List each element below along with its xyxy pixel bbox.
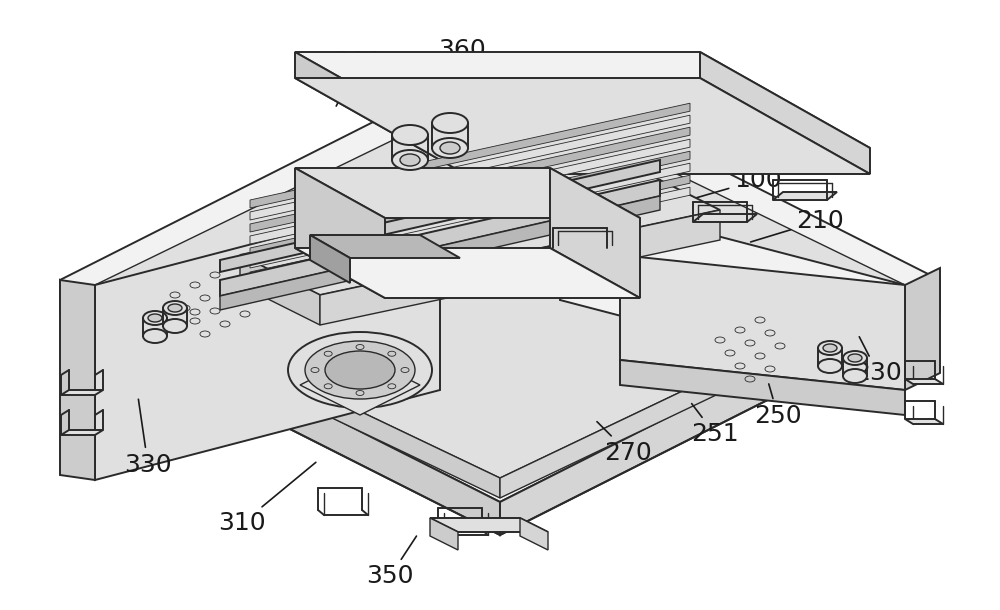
Polygon shape bbox=[550, 168, 640, 298]
Ellipse shape bbox=[843, 369, 867, 383]
Ellipse shape bbox=[818, 341, 842, 355]
Ellipse shape bbox=[325, 351, 395, 389]
Polygon shape bbox=[553, 240, 617, 248]
Ellipse shape bbox=[440, 142, 460, 154]
Polygon shape bbox=[560, 195, 905, 390]
Polygon shape bbox=[295, 78, 870, 174]
Ellipse shape bbox=[163, 301, 187, 315]
Ellipse shape bbox=[305, 341, 415, 399]
Polygon shape bbox=[310, 235, 460, 258]
Polygon shape bbox=[95, 88, 905, 478]
Polygon shape bbox=[95, 285, 500, 498]
Polygon shape bbox=[310, 235, 350, 283]
Polygon shape bbox=[240, 170, 720, 295]
Polygon shape bbox=[905, 379, 943, 384]
Polygon shape bbox=[60, 280, 95, 480]
Text: 100: 100 bbox=[683, 168, 782, 202]
Polygon shape bbox=[430, 518, 548, 532]
Text: 270: 270 bbox=[597, 422, 652, 465]
Polygon shape bbox=[240, 255, 320, 325]
Ellipse shape bbox=[163, 319, 187, 333]
Polygon shape bbox=[250, 163, 690, 268]
Ellipse shape bbox=[392, 150, 428, 170]
Polygon shape bbox=[295, 52, 870, 148]
Ellipse shape bbox=[843, 351, 867, 365]
Ellipse shape bbox=[143, 329, 167, 343]
Polygon shape bbox=[620, 360, 905, 415]
Polygon shape bbox=[250, 187, 690, 292]
Polygon shape bbox=[430, 518, 458, 550]
Ellipse shape bbox=[848, 354, 862, 362]
Polygon shape bbox=[693, 214, 757, 222]
Polygon shape bbox=[61, 430, 103, 435]
Ellipse shape bbox=[400, 154, 420, 166]
Polygon shape bbox=[500, 280, 940, 535]
Polygon shape bbox=[250, 127, 690, 232]
Polygon shape bbox=[250, 151, 690, 256]
Polygon shape bbox=[320, 210, 720, 325]
Ellipse shape bbox=[143, 311, 167, 325]
Polygon shape bbox=[905, 268, 940, 390]
Text: 330: 330 bbox=[124, 400, 172, 477]
Ellipse shape bbox=[432, 113, 468, 133]
Text: 350: 350 bbox=[366, 536, 416, 589]
Text: 210: 210 bbox=[751, 209, 844, 242]
Text: 250: 250 bbox=[754, 384, 802, 428]
Polygon shape bbox=[250, 175, 690, 280]
Text: 310: 310 bbox=[218, 462, 316, 536]
Ellipse shape bbox=[148, 314, 162, 322]
Text: 251: 251 bbox=[691, 404, 739, 447]
Ellipse shape bbox=[288, 332, 432, 408]
Ellipse shape bbox=[432, 138, 468, 158]
Text: 360: 360 bbox=[438, 38, 486, 84]
Polygon shape bbox=[500, 285, 905, 498]
Polygon shape bbox=[773, 192, 837, 200]
Polygon shape bbox=[220, 196, 660, 310]
Ellipse shape bbox=[823, 344, 837, 352]
Polygon shape bbox=[95, 195, 440, 480]
Polygon shape bbox=[295, 248, 640, 298]
Polygon shape bbox=[295, 52, 465, 174]
Polygon shape bbox=[300, 355, 420, 415]
Text: 380: 380 bbox=[334, 50, 382, 106]
Polygon shape bbox=[295, 168, 385, 298]
Polygon shape bbox=[250, 103, 690, 208]
Polygon shape bbox=[250, 115, 690, 220]
Polygon shape bbox=[250, 139, 690, 244]
Ellipse shape bbox=[392, 125, 428, 145]
Ellipse shape bbox=[818, 359, 842, 373]
Polygon shape bbox=[620, 255, 905, 390]
Polygon shape bbox=[220, 160, 660, 272]
Polygon shape bbox=[61, 390, 103, 395]
Polygon shape bbox=[905, 419, 943, 424]
Polygon shape bbox=[520, 518, 548, 550]
Ellipse shape bbox=[168, 304, 182, 312]
Polygon shape bbox=[295, 168, 640, 218]
Polygon shape bbox=[60, 58, 940, 502]
Polygon shape bbox=[60, 280, 500, 535]
Polygon shape bbox=[220, 180, 660, 296]
Text: 230: 230 bbox=[854, 337, 902, 386]
Polygon shape bbox=[700, 52, 870, 174]
